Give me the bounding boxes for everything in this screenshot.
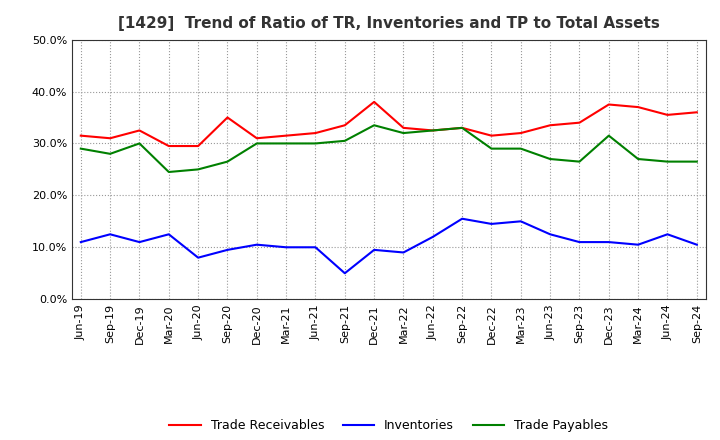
Trade Payables — [546, 156, 554, 161]
Trade Payables — [341, 138, 349, 143]
Trade Payables — [164, 169, 173, 175]
Inventories — [605, 239, 613, 245]
Trade Payables — [428, 128, 437, 133]
Trade Receivables — [76, 133, 85, 138]
Inventories — [693, 242, 701, 247]
Inventories — [575, 239, 584, 245]
Trade Receivables — [575, 120, 584, 125]
Trade Payables — [135, 141, 144, 146]
Trade Payables — [575, 159, 584, 164]
Inventories — [311, 245, 320, 250]
Trade Receivables — [341, 123, 349, 128]
Trade Payables — [282, 141, 290, 146]
Trade Payables — [663, 159, 672, 164]
Inventories — [135, 239, 144, 245]
Trade Payables — [223, 159, 232, 164]
Trade Payables — [194, 167, 202, 172]
Trade Receivables — [370, 99, 379, 105]
Trade Payables — [106, 151, 114, 157]
Line: Trade Receivables: Trade Receivables — [81, 102, 697, 146]
Line: Trade Payables: Trade Payables — [81, 125, 697, 172]
Trade Receivables — [282, 133, 290, 138]
Inventories — [370, 247, 379, 253]
Trade Payables — [311, 141, 320, 146]
Trade Receivables — [428, 128, 437, 133]
Trade Receivables — [194, 143, 202, 149]
Trade Receivables — [253, 136, 261, 141]
Trade Receivables — [399, 125, 408, 131]
Inventories — [282, 245, 290, 250]
Trade Receivables — [135, 128, 144, 133]
Inventories — [399, 250, 408, 255]
Inventories — [487, 221, 496, 227]
Trade Receivables — [663, 112, 672, 117]
Trade Payables — [605, 133, 613, 138]
Trade Payables — [399, 130, 408, 136]
Trade Payables — [693, 159, 701, 164]
Trade Payables — [487, 146, 496, 151]
Inventories — [516, 219, 525, 224]
Inventories — [341, 271, 349, 276]
Trade Payables — [458, 125, 467, 131]
Trade Receivables — [516, 130, 525, 136]
Trade Receivables — [634, 104, 642, 110]
Inventories — [458, 216, 467, 221]
Inventories — [428, 234, 437, 239]
Inventories — [164, 231, 173, 237]
Trade Receivables — [605, 102, 613, 107]
Trade Receivables — [546, 123, 554, 128]
Trade Payables — [76, 146, 85, 151]
Inventories — [253, 242, 261, 247]
Line: Inventories: Inventories — [81, 219, 697, 273]
Trade Receivables — [223, 115, 232, 120]
Trade Payables — [253, 141, 261, 146]
Inventories — [546, 231, 554, 237]
Title: [1429]  Trend of Ratio of TR, Inventories and TP to Total Assets: [1429] Trend of Ratio of TR, Inventories… — [118, 16, 660, 32]
Inventories — [223, 247, 232, 253]
Trade Receivables — [106, 136, 114, 141]
Trade Receivables — [693, 110, 701, 115]
Inventories — [663, 231, 672, 237]
Trade Receivables — [487, 133, 496, 138]
Inventories — [106, 231, 114, 237]
Inventories — [194, 255, 202, 260]
Legend: Trade Receivables, Inventories, Trade Payables: Trade Receivables, Inventories, Trade Pa… — [164, 414, 613, 437]
Inventories — [76, 239, 85, 245]
Trade Payables — [634, 156, 642, 161]
Trade Payables — [370, 123, 379, 128]
Trade Payables — [516, 146, 525, 151]
Trade Receivables — [164, 143, 173, 149]
Trade Receivables — [458, 125, 467, 131]
Inventories — [634, 242, 642, 247]
Trade Receivables — [311, 130, 320, 136]
